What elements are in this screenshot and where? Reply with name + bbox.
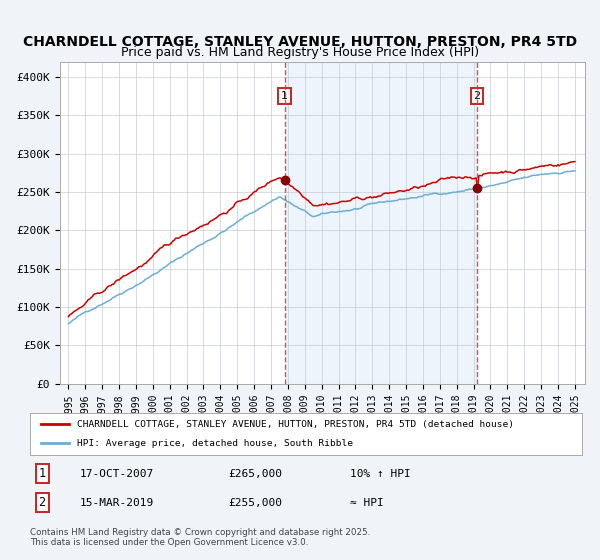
Text: CHARNDELL COTTAGE, STANLEY AVENUE, HUTTON, PRESTON, PR4 5TD: CHARNDELL COTTAGE, STANLEY AVENUE, HUTTO…	[23, 35, 577, 49]
Text: 1: 1	[281, 91, 288, 101]
Text: 15-MAR-2019: 15-MAR-2019	[80, 498, 154, 508]
Text: £265,000: £265,000	[229, 469, 283, 479]
Text: 2: 2	[38, 496, 46, 509]
Text: ≈ HPI: ≈ HPI	[350, 498, 384, 508]
Text: 17-OCT-2007: 17-OCT-2007	[80, 469, 154, 479]
Text: CHARNDELL COTTAGE, STANLEY AVENUE, HUTTON, PRESTON, PR4 5TD (detached house): CHARNDELL COTTAGE, STANLEY AVENUE, HUTTO…	[77, 419, 514, 428]
Text: £255,000: £255,000	[229, 498, 283, 508]
Text: Price paid vs. HM Land Registry's House Price Index (HPI): Price paid vs. HM Land Registry's House …	[121, 46, 479, 59]
Text: 1: 1	[38, 468, 46, 480]
Text: 10% ↑ HPI: 10% ↑ HPI	[350, 469, 411, 479]
Text: HPI: Average price, detached house, South Ribble: HPI: Average price, detached house, Sout…	[77, 439, 353, 448]
Text: 2: 2	[473, 91, 481, 101]
Text: Contains HM Land Registry data © Crown copyright and database right 2025.
This d: Contains HM Land Registry data © Crown c…	[30, 528, 370, 547]
